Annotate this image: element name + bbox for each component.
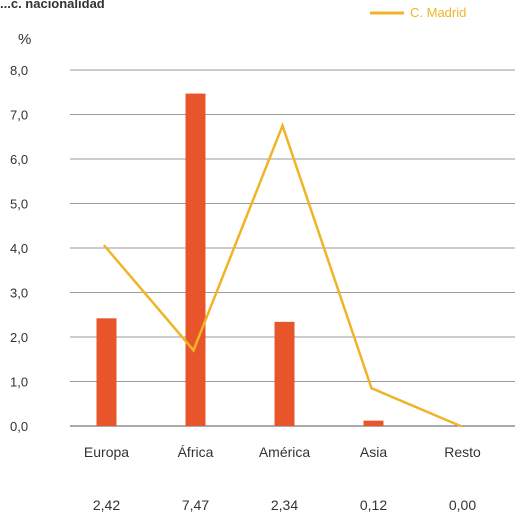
y-tick-label: 4,0 [10,241,28,256]
value-label: 7,47 [182,497,209,513]
category-label: Resto [444,444,481,460]
value-label: 0,12 [360,497,387,513]
line-point [192,349,195,352]
value-label: 2,34 [271,497,298,513]
value-label: 0,00 [449,497,476,513]
category-label: África [178,444,214,460]
value-label: 2,42 [93,497,120,513]
line-point [370,386,373,390]
y-tick-label: 1,0 [10,375,28,390]
bar-europa [96,318,117,426]
category-label: Asia [360,444,387,460]
y-tick-label: 8,0 [10,63,28,78]
line-point [103,244,106,247]
y-axis-label: % [18,31,31,48]
y-tick-label: 7,0 [10,108,28,123]
line-point [459,424,462,428]
y-tick-label: 6,0 [10,152,28,167]
chart-title: ...c. nacionalidad [0,0,105,11]
legend-label-c-madrid: C. Madrid [410,5,466,20]
bar-áfrica [185,93,206,427]
y-tick-label: 5,0 [10,197,28,212]
bar-américa [274,321,295,426]
category-label: América [259,444,311,460]
legend: C. Madrid [370,5,466,20]
category-label: Europa [84,444,129,460]
bar-asia [363,420,384,426]
y-tick-label: 3,0 [10,286,28,301]
y-tick-label: 0,0 [10,419,28,434]
y-tick-label: 2,0 [10,330,28,345]
line-point [281,124,284,127]
